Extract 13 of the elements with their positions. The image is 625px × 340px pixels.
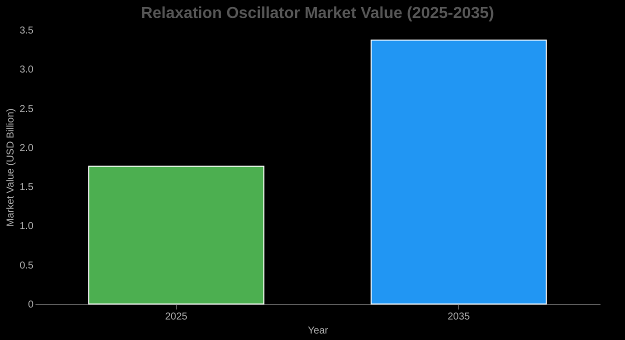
y-tick-label: 2.5 — [20, 104, 34, 115]
y-tick-label: 3.5 — [20, 26, 34, 36]
y-tick-label: 0 — [28, 300, 34, 310]
x-axis-title: Year — [308, 326, 329, 336]
y-tick-label: 1.5 — [20, 182, 34, 194]
y-tick-label: 0.5 — [20, 260, 34, 272]
y-tick-label: 3.0 — [20, 64, 34, 76]
y-tick-label: 1.0 — [20, 221, 34, 232]
chart-title: Relaxation Oscillator Market Value (2025-2035) — [140, 5, 494, 22]
y-tick-label: 2.0 — [20, 142, 34, 154]
y-axis-title: Market Value (USD Billion) — [6, 108, 17, 227]
x-tick-label: 2035 — [448, 312, 470, 322]
x-tick-label: 2025 — [165, 312, 188, 322]
